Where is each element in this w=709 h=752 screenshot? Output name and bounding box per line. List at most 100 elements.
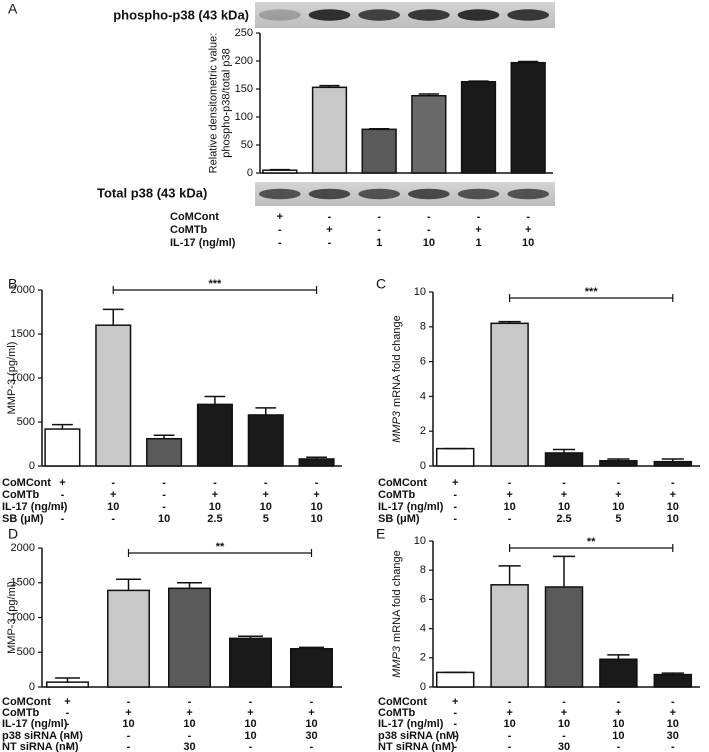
condition-cell: +: [186, 707, 192, 719]
blot-image: [255, 182, 555, 206]
condition-cell: -: [453, 489, 457, 501]
y-tick-label: 250: [235, 27, 253, 39]
condition-cell: -: [617, 696, 621, 708]
condition-cell: 10: [122, 718, 134, 730]
condition-cell: -: [427, 224, 431, 236]
condition-cell: +: [277, 211, 283, 223]
y-tick-label: 0: [420, 460, 426, 472]
bar: [490, 584, 529, 688]
condition-cell: +: [308, 707, 314, 719]
condition-cell: +: [59, 477, 65, 489]
condition-cell: -: [310, 696, 314, 708]
error-bar: [319, 84, 340, 88]
y-tick-label: 0: [29, 460, 35, 472]
bar: [298, 458, 335, 467]
condition-cell: -: [310, 741, 314, 752]
condition-cell: -: [328, 211, 332, 223]
condition-cell: -: [671, 477, 675, 489]
y-axis-label: MMP3 mRNA fold change: [391, 550, 403, 678]
condition-label: SB (μM): [378, 513, 420, 525]
y-tick-label: 10: [414, 286, 426, 298]
error-bar: [552, 555, 576, 587]
error-bar: [204, 395, 226, 405]
bar: [146, 437, 183, 467]
error-bar: [102, 308, 124, 326]
condition-cell: -: [315, 477, 319, 489]
condition-cell: +: [561, 489, 567, 501]
bar: [599, 658, 638, 688]
y-tick-label: 500: [17, 416, 35, 428]
condition-cell: 2.5: [207, 513, 222, 525]
condition-cell: -: [162, 477, 166, 489]
y-tick-label: 100: [235, 111, 253, 123]
y-axis-label-text: Relative densitometric value:: [207, 33, 219, 174]
y-tick-label: 2000: [11, 284, 35, 296]
bar: [653, 460, 693, 467]
condition-cell: 30: [183, 741, 195, 752]
condition-label: IL-17 (ng/ml): [2, 501, 68, 513]
condition-label: p38 siRNA (nM): [2, 730, 83, 742]
bar: [247, 414, 284, 467]
y-axis-label: MMP-3 (pg/ml): [6, 581, 18, 654]
bar: [107, 589, 150, 688]
panel-letter: D: [8, 526, 18, 542]
condition-cell: 10: [667, 513, 679, 525]
bar: [95, 324, 132, 467]
y-axis-label: MMP-3 (pg/ml): [6, 342, 18, 415]
sig-annotation: ***: [208, 278, 222, 290]
condition-cell: +: [64, 696, 70, 708]
condition-cell: -: [671, 696, 675, 708]
y-tick-label: 150: [235, 83, 253, 95]
error-bar: [153, 434, 175, 439]
blot-label: phospho-p38 (43 kDa): [113, 7, 249, 22]
y-tick-label: 1000: [11, 611, 35, 623]
bar: [510, 61, 546, 174]
condition-cell: 10: [260, 501, 272, 513]
condition-cell: -: [328, 237, 332, 249]
condition-cell: +: [615, 707, 621, 719]
bar: [435, 671, 475, 688]
y-tick-label: 4: [420, 623, 426, 635]
condition-label: CoMTb: [170, 224, 208, 236]
error-bar: [306, 456, 327, 459]
y-axis-label: MMP3 mRNA fold change: [391, 315, 403, 443]
condition-cell: -: [162, 501, 166, 513]
blot-band: [308, 188, 351, 200]
error-bar: [518, 60, 539, 63]
condition-cell: 10: [423, 237, 435, 249]
condition-cell: -: [61, 489, 65, 501]
bar: [544, 586, 584, 688]
bar: [490, 322, 529, 467]
condition-cell: -: [453, 730, 457, 742]
bar: [262, 169, 298, 174]
condition-cell: -: [162, 489, 166, 501]
y-tick-label: 6: [420, 356, 426, 368]
error-bar: [607, 654, 630, 660]
condition-cell: 10: [503, 718, 515, 730]
sig-annotation: **: [587, 536, 596, 548]
y-axis-label: Relative densitometric value:: [207, 33, 219, 174]
condition-label: CoMCont: [378, 696, 427, 708]
condition-cell: -: [508, 741, 512, 752]
y-axis-label-text: mRNA fold change: [391, 550, 403, 642]
condition-cell: 10: [558, 501, 570, 513]
condition-cell: -: [508, 730, 512, 742]
condition-cell: -: [61, 501, 65, 513]
condition-label: CoMTb: [378, 489, 416, 501]
y-tick-label: 2: [420, 652, 426, 664]
condition-cell: 1: [376, 237, 382, 249]
condition-label: IL-17 (ng/ml): [378, 718, 444, 730]
condition-label: CoMTb: [2, 489, 40, 501]
error-bar: [418, 93, 439, 96]
condition-cell: +: [125, 707, 131, 719]
y-tick-label: 50: [241, 139, 253, 151]
y-tick-label: 0: [29, 681, 35, 693]
y-axis-label-text: mRNA fold change: [391, 315, 403, 407]
condition-cell: -: [111, 477, 115, 489]
error-bar: [661, 672, 684, 675]
error-bar: [269, 168, 290, 171]
condition-cell: 10: [522, 237, 534, 249]
y-tick-label: 1500: [11, 328, 35, 340]
blot-band: [457, 188, 500, 200]
